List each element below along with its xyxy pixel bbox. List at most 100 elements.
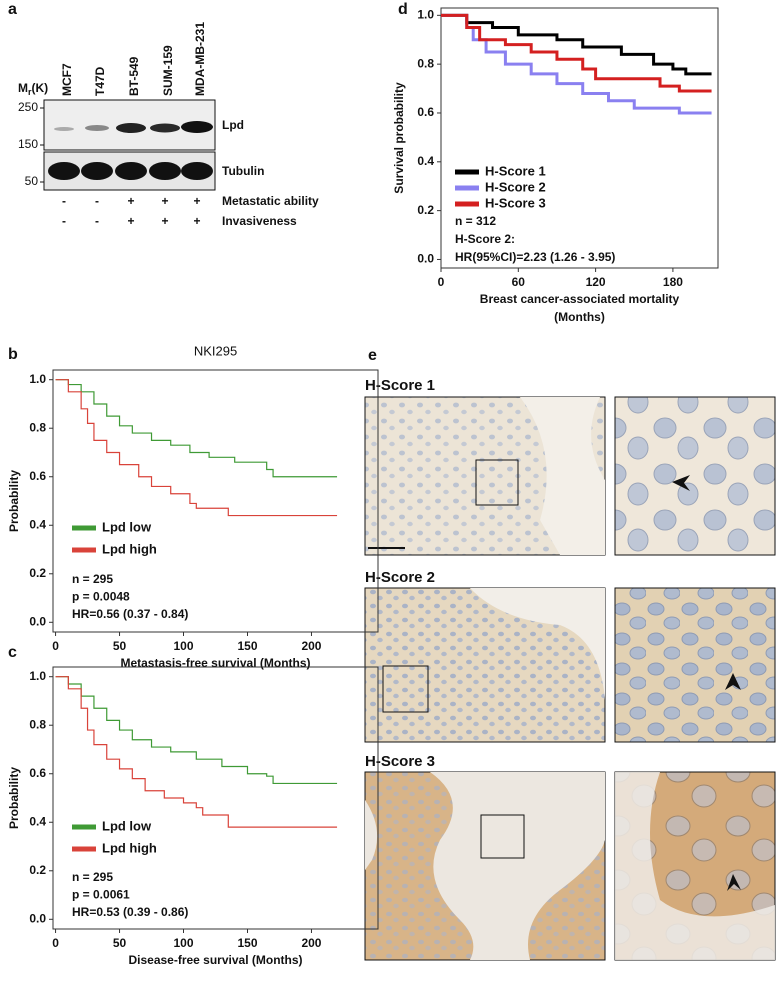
y-tick-label: 0.8 — [29, 717, 46, 731]
annotation: HR=0.53 (0.39 - 0.86) — [72, 905, 188, 919]
cell-line-label: SUM-159 — [161, 45, 175, 96]
annotation: HR(95%CI)=2.23 (1.26 - 3.95) — [455, 250, 615, 264]
x-tick-label: 0 — [52, 639, 59, 653]
feature-sign: - — [95, 214, 99, 228]
legend-label: H-Score 2 — [485, 179, 546, 194]
mw-symbol: M — [18, 81, 28, 95]
feature-sign: + — [161, 214, 168, 228]
annotation: HR=0.56 (0.37 - 0.84) — [72, 607, 188, 621]
feature-sign: - — [95, 194, 99, 208]
y-tick-label: 0.6 — [417, 105, 434, 119]
feature-name: Metastatic ability — [222, 194, 319, 208]
x-axis-label: Breast cancer-associated mortality — [480, 292, 680, 306]
survival-curve — [55, 379, 338, 478]
feature-sign: + — [193, 214, 200, 228]
band — [115, 162, 147, 180]
y-tick-label: 0.2 — [29, 863, 46, 877]
x-tick-label: 150 — [237, 639, 257, 653]
legend-label: Lpd high — [102, 840, 157, 855]
legend-label: H-Score 1 — [485, 163, 546, 178]
survival-curve — [55, 379, 338, 517]
x-tick-label: 150 — [237, 936, 257, 950]
band — [150, 123, 180, 133]
inset-box — [480, 814, 525, 859]
feature-name: Invasiveness — [222, 214, 297, 228]
band — [181, 162, 213, 180]
x-tick-label: 120 — [586, 275, 606, 289]
y-tick-label: 0.8 — [417, 56, 434, 70]
cell-line-label: BT-549 — [127, 56, 141, 96]
feature-sign: + — [193, 194, 200, 208]
stroma — [470, 588, 605, 700]
y-axis-label: Probability — [7, 767, 21, 829]
panel-letter: b — [8, 346, 18, 363]
mw-subscript: r — [28, 87, 32, 97]
x-axis-label: (Months) — [554, 310, 605, 324]
inset-box — [382, 665, 429, 713]
x-axis-label: Disease-free survival (Months) — [128, 953, 302, 967]
ihc-zoom — [614, 396, 776, 556]
x-tick-label: 180 — [663, 275, 683, 289]
y-tick-label: 0.2 — [417, 203, 434, 217]
x-tick-label: 0 — [52, 936, 59, 950]
ihc-row-label: H-Score 3 — [365, 753, 435, 770]
x-tick-label: 100 — [173, 936, 193, 950]
x-tick-label: 60 — [512, 275, 526, 289]
x-tick-label: 100 — [173, 639, 193, 653]
band — [181, 121, 213, 133]
panel-letter: e — [368, 347, 377, 364]
arrowhead — [727, 874, 741, 891]
panel-letter: c — [8, 644, 17, 661]
panel-letter: a — [8, 1, 17, 18]
band-label: Tubulin — [222, 164, 264, 178]
annotation: H-Score 2: — [455, 232, 515, 246]
arrowhead — [725, 673, 741, 690]
band — [149, 162, 181, 180]
y-tick-label: 0.0 — [417, 252, 434, 266]
y-tick-label: 0.4 — [29, 517, 46, 531]
y-tick-label: 0.4 — [29, 814, 46, 828]
feature-sign: + — [127, 214, 134, 228]
band — [116, 123, 146, 133]
legend-label: H-Score 3 — [485, 195, 546, 210]
x-tick-label: 200 — [301, 639, 321, 653]
feature-sign: + — [161, 194, 168, 208]
x-axis-label: Metastasis-free survival (Months) — [120, 656, 310, 670]
ihc-row-label: H-Score 1 — [365, 377, 435, 394]
band — [81, 162, 113, 180]
annotation: n = 295 — [72, 572, 113, 586]
feature-sign: - — [62, 194, 66, 208]
y-tick-label: 0.6 — [29, 766, 46, 780]
cell-line-label: MDA-MB-231 — [193, 22, 207, 96]
annotation: n = 312 — [455, 214, 496, 228]
survival-curve — [441, 13, 712, 76]
ihc-row-label: H-Score 2 — [365, 569, 435, 586]
ihc-zoom — [614, 587, 776, 743]
y-tick-label: 1.0 — [29, 669, 46, 683]
y-tick-label: 1.0 — [417, 7, 434, 21]
chart-title: NKI295 — [194, 343, 237, 358]
y-tick-label: 0.4 — [417, 154, 434, 168]
annotation: p = 0.0061 — [72, 888, 130, 902]
band — [85, 125, 109, 131]
y-tick-label: 0.6 — [29, 469, 46, 483]
y-tick-label: 0.2 — [29, 566, 46, 580]
y-axis-label: Probability — [7, 470, 21, 532]
panel-letter: d — [398, 1, 408, 18]
mw-unit: (K) — [32, 81, 49, 95]
stroma — [430, 772, 605, 960]
feature-sign: - — [62, 214, 66, 228]
band-label: Lpd — [222, 118, 244, 132]
legend-label: Lpd low — [102, 818, 152, 833]
survival-curve — [441, 13, 712, 93]
x-tick-label: 50 — [113, 936, 127, 950]
band — [54, 127, 74, 131]
inset-box — [475, 459, 519, 506]
feature-sign: + — [127, 194, 134, 208]
annotation: p = 0.0048 — [72, 590, 130, 604]
annotation: n = 295 — [72, 870, 113, 884]
survival-curve — [55, 676, 338, 785]
plot-frame — [440, 7, 719, 269]
